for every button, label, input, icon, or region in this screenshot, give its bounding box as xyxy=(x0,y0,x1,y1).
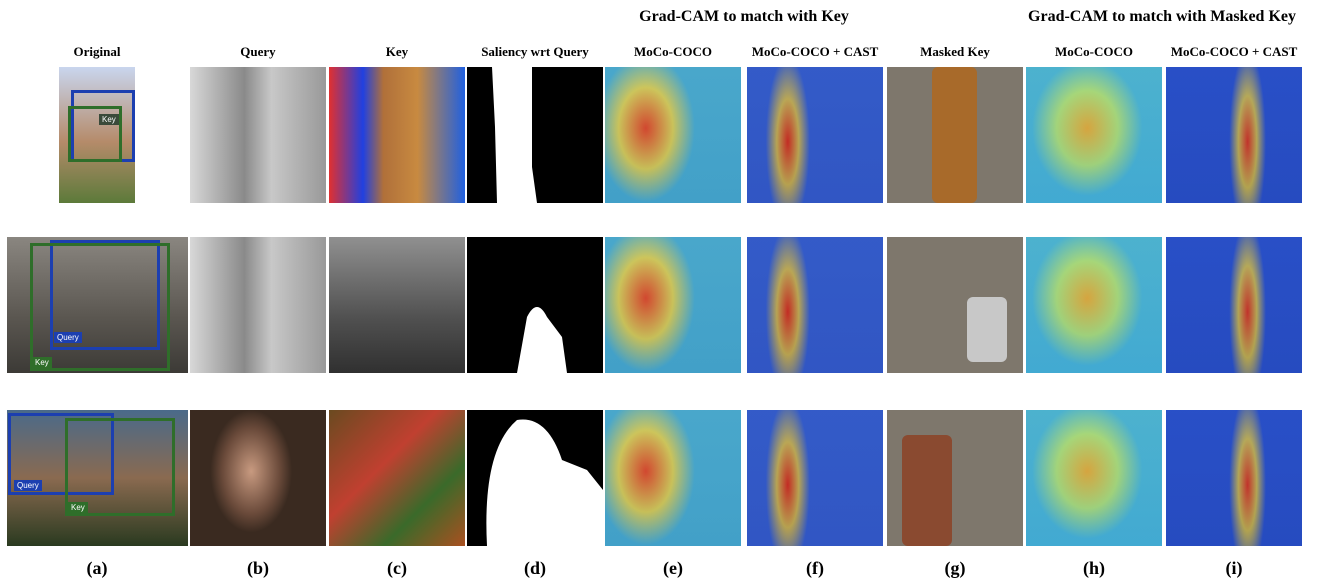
group-header: Grad-CAM to match with Key xyxy=(639,8,849,26)
image xyxy=(190,67,326,203)
column-header: MoCo-COCO xyxy=(1055,44,1133,60)
panel-label: (f) xyxy=(806,558,824,579)
box-label: Query xyxy=(14,480,42,491)
column-header: Saliency wrt Query xyxy=(481,44,589,60)
image xyxy=(605,237,741,373)
image xyxy=(1166,410,1302,546)
panel-label: (g) xyxy=(945,558,966,579)
image xyxy=(887,410,1023,546)
image xyxy=(467,67,603,203)
column-header: MoCo-COCO + CAST xyxy=(752,44,879,60)
panel-label: (h) xyxy=(1083,558,1105,579)
box-label: Key xyxy=(32,357,52,368)
image xyxy=(1166,237,1302,373)
image xyxy=(329,410,465,546)
saliency-mask xyxy=(467,67,603,203)
image xyxy=(747,410,883,546)
image xyxy=(887,237,1023,373)
panel-label: (a) xyxy=(87,558,108,579)
box-label: Query xyxy=(54,332,82,343)
box-label: Key xyxy=(99,114,119,125)
saliency-mask xyxy=(467,410,603,546)
column-header: Key xyxy=(386,44,408,60)
figure: Grad-CAM to match with Key Grad-CAM to ma… xyxy=(0,0,1325,581)
image xyxy=(190,410,326,546)
panel-label: (d) xyxy=(524,558,546,579)
image xyxy=(887,67,1023,203)
column-header: Original xyxy=(74,44,121,60)
image xyxy=(747,67,883,203)
box-label: Key xyxy=(68,502,88,513)
image xyxy=(1026,237,1162,373)
saliency-mask xyxy=(467,237,603,373)
image xyxy=(605,67,741,203)
group-header: Grad-CAM to match with Masked Key xyxy=(1028,8,1296,26)
panel-label: (c) xyxy=(387,558,407,579)
image xyxy=(605,410,741,546)
panel-label: (e) xyxy=(663,558,683,579)
image xyxy=(329,67,465,203)
image xyxy=(1166,67,1302,203)
panel-label: (i) xyxy=(1226,558,1243,579)
masked-object xyxy=(932,67,977,203)
masked-object xyxy=(902,435,952,546)
column-header: Masked Key xyxy=(920,44,990,60)
image xyxy=(467,237,603,373)
column-header: MoCo-COCO xyxy=(634,44,712,60)
masked-object xyxy=(967,297,1007,362)
panel-label: (b) xyxy=(247,558,269,579)
image xyxy=(190,237,326,373)
image xyxy=(1026,67,1162,203)
column-header: MoCo-COCO + CAST xyxy=(1171,44,1298,60)
image xyxy=(467,410,603,546)
image xyxy=(1026,410,1162,546)
column-header: Query xyxy=(240,44,275,60)
image xyxy=(329,237,465,373)
bounding-box xyxy=(30,243,170,371)
image xyxy=(747,237,883,373)
